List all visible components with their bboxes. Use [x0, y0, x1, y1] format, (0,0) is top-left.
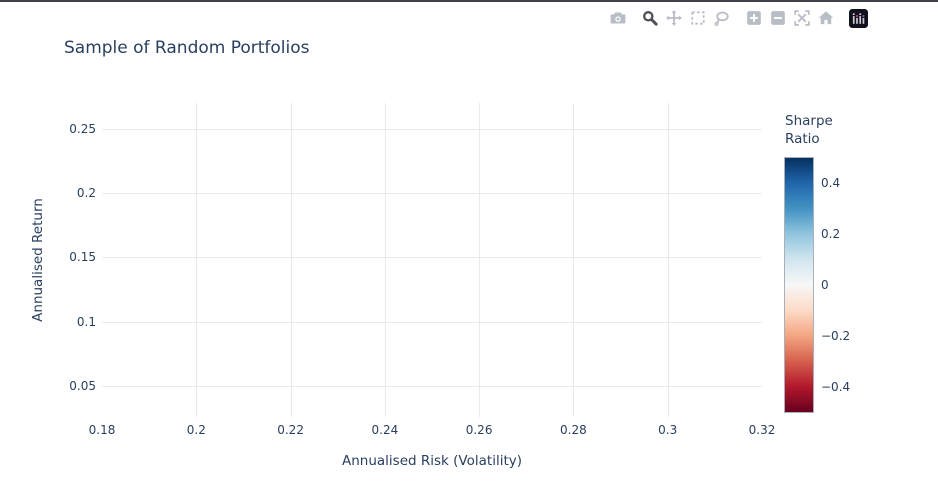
- reset-axes-button[interactable]: [814, 6, 838, 30]
- pan-arrows-icon: [666, 10, 682, 26]
- modebar-separator: [838, 18, 846, 19]
- y-tick-label: 0.25: [69, 121, 96, 136]
- magnifier-icon: [643, 11, 658, 26]
- x-tick-label: 0.18: [88, 423, 116, 437]
- dashed-box-icon: [691, 11, 705, 25]
- y-tick-label: 0.15: [69, 250, 96, 265]
- plot-area[interactable]: [102, 103, 762, 417]
- colorbar-title: Sharpe Ratio: [785, 112, 833, 148]
- minus-square-icon: [771, 11, 785, 25]
- window-top-border: [0, 0, 938, 2]
- pan-tool-button[interactable]: [662, 6, 686, 30]
- autoscale-button[interactable]: [790, 6, 814, 30]
- lasso-select-button[interactable]: [710, 6, 734, 30]
- x-gridline: [290, 103, 292, 417]
- y-gridline: [102, 193, 762, 195]
- plotly-modebar: [606, 6, 870, 30]
- modebar-separator: [734, 18, 742, 19]
- modebar-separator: [630, 18, 638, 19]
- x-tick-label: 0.26: [465, 423, 493, 437]
- x-gridline: [479, 103, 481, 417]
- lasso-icon: [714, 11, 729, 26]
- x-tick-label: 0.3: [658, 423, 678, 437]
- y-tick-label: 0.2: [76, 186, 96, 201]
- x-axis-title: Annualised Risk (Volatility): [342, 453, 522, 469]
- colorbar-tick-label: −0.2: [821, 329, 851, 344]
- y-tick-label: 0.05: [69, 379, 96, 394]
- colorbar-title-line1: Sharpe: [785, 113, 833, 129]
- colorbar-tick-label: 0: [821, 278, 829, 292]
- x-gridline: [196, 103, 198, 417]
- zoom-out-button[interactable]: [766, 6, 790, 30]
- x-gridline: [667, 103, 669, 417]
- x-tick-label: 0.28: [560, 423, 587, 437]
- colorbar-gradient: [784, 157, 814, 413]
- download-png-button[interactable]: [606, 6, 630, 30]
- plotly-logo-button[interactable]: [846, 6, 870, 30]
- x-gridline: [384, 103, 386, 417]
- x-tick-label: 0.2: [186, 423, 206, 437]
- y-gridline: [102, 128, 762, 130]
- zoom-in-button[interactable]: [742, 6, 766, 30]
- chart-title: Sample of Random Portfolios: [64, 38, 310, 58]
- y-gridline: [102, 386, 762, 388]
- x-tick-label: 0.32: [748, 423, 776, 437]
- plus-square-icon: [747, 11, 761, 25]
- box-select-button[interactable]: [686, 6, 710, 30]
- colorbar-title-line2: Ratio: [785, 131, 820, 147]
- colorbar-tick-label: −0.4: [821, 380, 851, 395]
- home-icon: [818, 11, 834, 25]
- y-gridline: [102, 321, 762, 323]
- colorbar-tick-label: 0.4: [821, 175, 841, 190]
- zoom-tool-button[interactable]: [638, 6, 662, 30]
- x-gridline: [573, 103, 575, 417]
- x-tick-label: 0.24: [371, 423, 399, 437]
- y-gridline: [102, 257, 762, 259]
- colorbar-tick-label: 0.2: [821, 226, 841, 241]
- x-tick-label: 0.22: [277, 423, 304, 437]
- plotly-logo-icon: [848, 8, 868, 28]
- y-tick-label: 0.1: [76, 314, 96, 329]
- camera-icon: [610, 12, 626, 24]
- expand-x-icon: [794, 10, 810, 26]
